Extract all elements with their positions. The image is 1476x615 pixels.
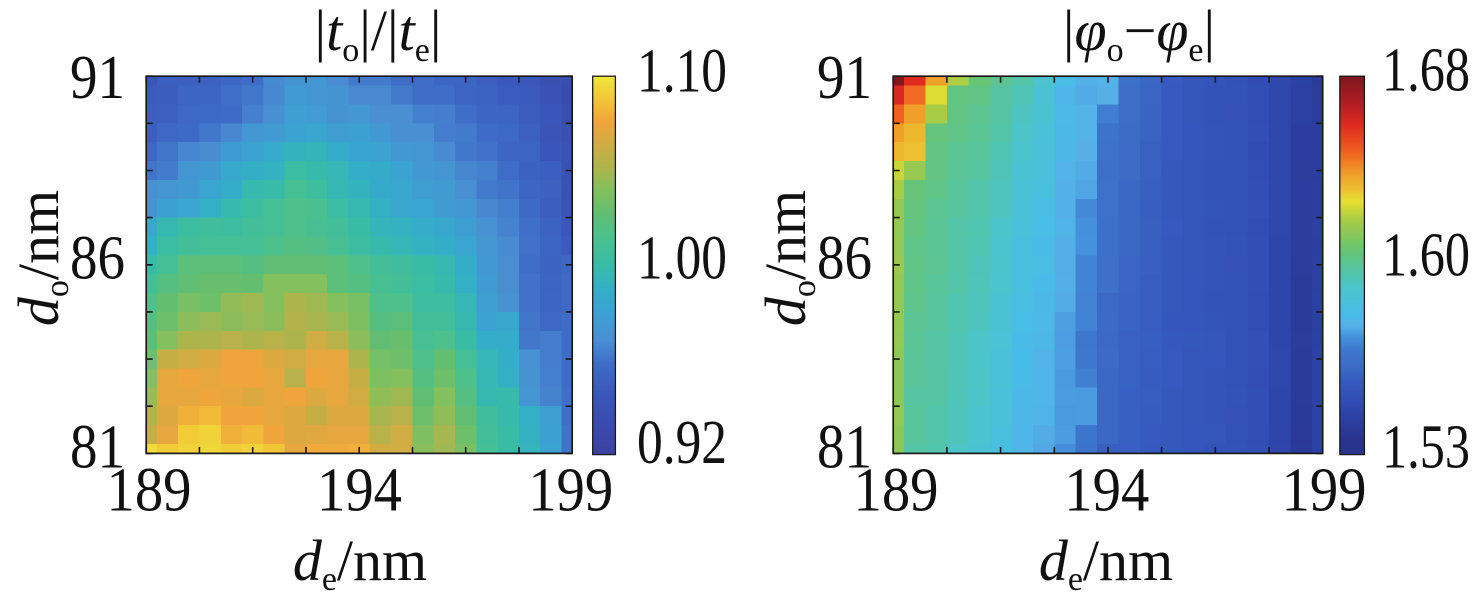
svg-text:189: 189 [107,456,192,524]
svg-text:86: 86 [70,224,125,292]
svg-text:91: 91 [817,44,872,112]
svg-text:1.68: 1.68 [1382,36,1470,104]
svg-text:1.00: 1.00 [637,224,727,292]
svg-text:199: 199 [1282,456,1367,524]
svg-text:81: 81 [817,413,872,481]
svg-text:91: 91 [70,44,125,112]
svg-text:0.92: 0.92 [637,409,727,477]
svg-text:do/nm: do/nm [6,190,76,326]
svg-text:1.60: 1.60 [1382,221,1470,289]
svg-text:de/nm: de/nm [293,528,427,598]
svg-text:194: 194 [1064,456,1149,524]
svg-text:do/nm: do/nm [753,190,823,326]
svg-text:199: 199 [528,456,613,524]
svg-text:81: 81 [70,413,125,481]
svg-text:de/nm: de/nm [1039,528,1173,598]
svg-text:194: 194 [317,456,402,524]
svg-text:|φo−φe|: |φo−φe| [1063,0,1215,69]
svg-text:1.10: 1.10 [637,37,727,105]
svg-text:|to|/|te|: |to|/|te| [315,0,442,69]
svg-text:1.53: 1.53 [1382,413,1470,481]
svg-text:189: 189 [854,456,939,524]
svg-text:86: 86 [817,224,872,292]
